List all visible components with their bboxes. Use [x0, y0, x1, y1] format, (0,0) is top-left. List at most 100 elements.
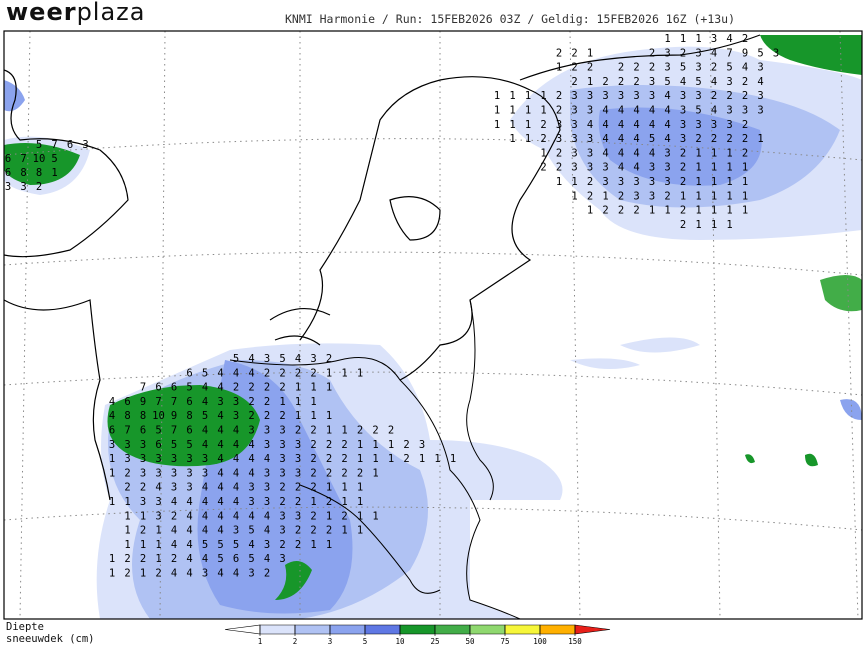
snow-labels: 5 4 3 5 4 3 26 5 4 4 4 2 2 2 2 1 1 17 6 6 5 4 4 2 2 2 2 1 1 14 6 9 7 7 6 4 3…: [5, 33, 779, 580]
snow-depth-label: 2: [680, 162, 686, 174]
snow-depth-label: 7: [171, 425, 177, 437]
snow-depth-label: 4: [171, 496, 177, 508]
snow-depth-label: 4: [217, 367, 223, 379]
snow-depth-label: 2: [403, 439, 409, 451]
snow-depth-label: 4: [186, 539, 192, 551]
snow-depth-label: 2: [742, 76, 748, 88]
snow-depth-label: 3: [264, 482, 270, 494]
snow-depth-label: 1: [695, 162, 701, 174]
snow-depth-label: 2: [248, 396, 254, 408]
snow-depth-label: 4: [202, 482, 208, 494]
snow-depth-label: 1: [695, 205, 701, 217]
snow-depth-label: 3: [233, 396, 239, 408]
snow-depth-label: 2: [326, 353, 332, 365]
snow-depth-label: 2: [372, 425, 378, 437]
snow-depth-label: 3: [264, 425, 270, 437]
snow-depth-label: 1: [341, 367, 347, 379]
snow-depth-label: 2: [556, 47, 562, 59]
snow-depth-label: 1: [742, 205, 748, 217]
snow-depth-label: 1: [310, 396, 316, 408]
snow-area: [4, 35, 862, 619]
snow-depth-label: 3: [711, 33, 717, 45]
snow-depth-label: 2: [711, 90, 717, 102]
snow-depth-label: 1: [279, 396, 285, 408]
snow-depth-label: 8: [140, 410, 146, 422]
snow-depth-label: 3: [587, 162, 593, 174]
snow-depth-label: 4: [664, 119, 670, 131]
snow-depth-label: 2: [248, 410, 254, 422]
snow-depth-label: 4: [618, 105, 624, 117]
snow-depth-label: 4: [742, 62, 748, 74]
snow-depth-label: 5: [36, 139, 42, 151]
snow-depth-label: 8: [124, 410, 130, 422]
snow-depth-label: 1: [124, 510, 130, 522]
snow-depth-label: 4: [757, 76, 763, 88]
snow-depth-label: 2: [540, 133, 546, 145]
snow-depth-label: 2: [264, 382, 270, 394]
snow-depth-label: 2: [171, 553, 177, 565]
snow-depth-label: 4: [202, 510, 208, 522]
snow-depth-label: 1: [140, 539, 146, 551]
snow-depth-label: 2: [36, 181, 42, 193]
snow-depth-label: 2: [310, 482, 316, 494]
snow-depth-label: 2: [124, 553, 130, 565]
snow-depth-label: 2: [587, 62, 593, 74]
snow-depth-label: 3: [556, 133, 562, 145]
snow-depth-label: 2: [618, 62, 624, 74]
snow-depth-label: 1: [326, 539, 332, 551]
snow-depth-label: 3: [295, 510, 301, 522]
snow-depth-label: 1: [680, 33, 686, 45]
snow-depth-label: 4: [248, 539, 254, 551]
snow-depth-label: 1: [51, 167, 57, 179]
colorbar-tick-label: 2: [293, 637, 298, 646]
snow-depth-label: 2: [571, 76, 577, 88]
snow-depth-label: 2: [295, 539, 301, 551]
snow-depth-label: 1: [326, 510, 332, 522]
snow-depth-label: 3: [571, 162, 577, 174]
snow-depth-label: 3: [295, 453, 301, 465]
snow-depth-label: 3: [279, 553, 285, 565]
snow-depth-label: 2: [233, 382, 239, 394]
snow-depth-label: 3: [248, 568, 254, 580]
snow-depth-label: 2: [556, 90, 562, 102]
snow-depth-label: 5: [202, 367, 208, 379]
snow-depth-label: 3: [571, 147, 577, 159]
snow-depth-label: 4: [217, 510, 223, 522]
snow-depth-label: 3: [680, 90, 686, 102]
colorbar-segment: [469, 624, 506, 635]
colorbar-tick-label: 10: [395, 637, 405, 646]
snow-depth-label: 4: [186, 568, 192, 580]
snow-depth-label: 3: [680, 105, 686, 117]
snow-depth-label: 4: [633, 162, 639, 174]
snow-depth-label: 4: [233, 482, 239, 494]
snow-depth-label: 4: [248, 467, 254, 479]
snow-depth-label: 3: [5, 181, 11, 193]
snow-depth-label: 4: [233, 467, 239, 479]
colorbar-segment: [259, 624, 296, 635]
snow-depth-label: 1: [556, 62, 562, 74]
snow-depth-label: 3: [618, 176, 624, 188]
snow-depth-label: 3: [571, 119, 577, 131]
snow-depth-label: 1: [649, 205, 655, 217]
snow-depth-label: 1: [388, 453, 394, 465]
snow-depth-label: 1: [310, 539, 316, 551]
snow-depth-label: 2: [310, 453, 316, 465]
snow-depth-label: 3: [633, 90, 639, 102]
snow-depth-label: 3: [233, 410, 239, 422]
brand-logo: weerplaza: [6, 0, 145, 26]
snow-depth-label: 2: [326, 453, 332, 465]
snow-depth-label: 1: [525, 133, 531, 145]
snow-depth-label: 6: [124, 396, 130, 408]
snow-depth-label: 2: [326, 439, 332, 451]
snow-depth-label: 2: [618, 190, 624, 202]
snow-depth-label: 6: [155, 439, 161, 451]
snow-depth-label: 4: [109, 410, 115, 422]
snow-depth-label: 3: [171, 467, 177, 479]
snow-depth-label: 7: [124, 425, 130, 437]
snow-depth-label: 6: [186, 396, 192, 408]
snow-depth-label: 3: [587, 105, 593, 117]
snow-depth-label: 3: [233, 525, 239, 537]
snow-depth-label: 1: [326, 367, 332, 379]
snow-depth-label: 2: [587, 176, 593, 188]
snow-depth-label: 2: [649, 47, 655, 59]
